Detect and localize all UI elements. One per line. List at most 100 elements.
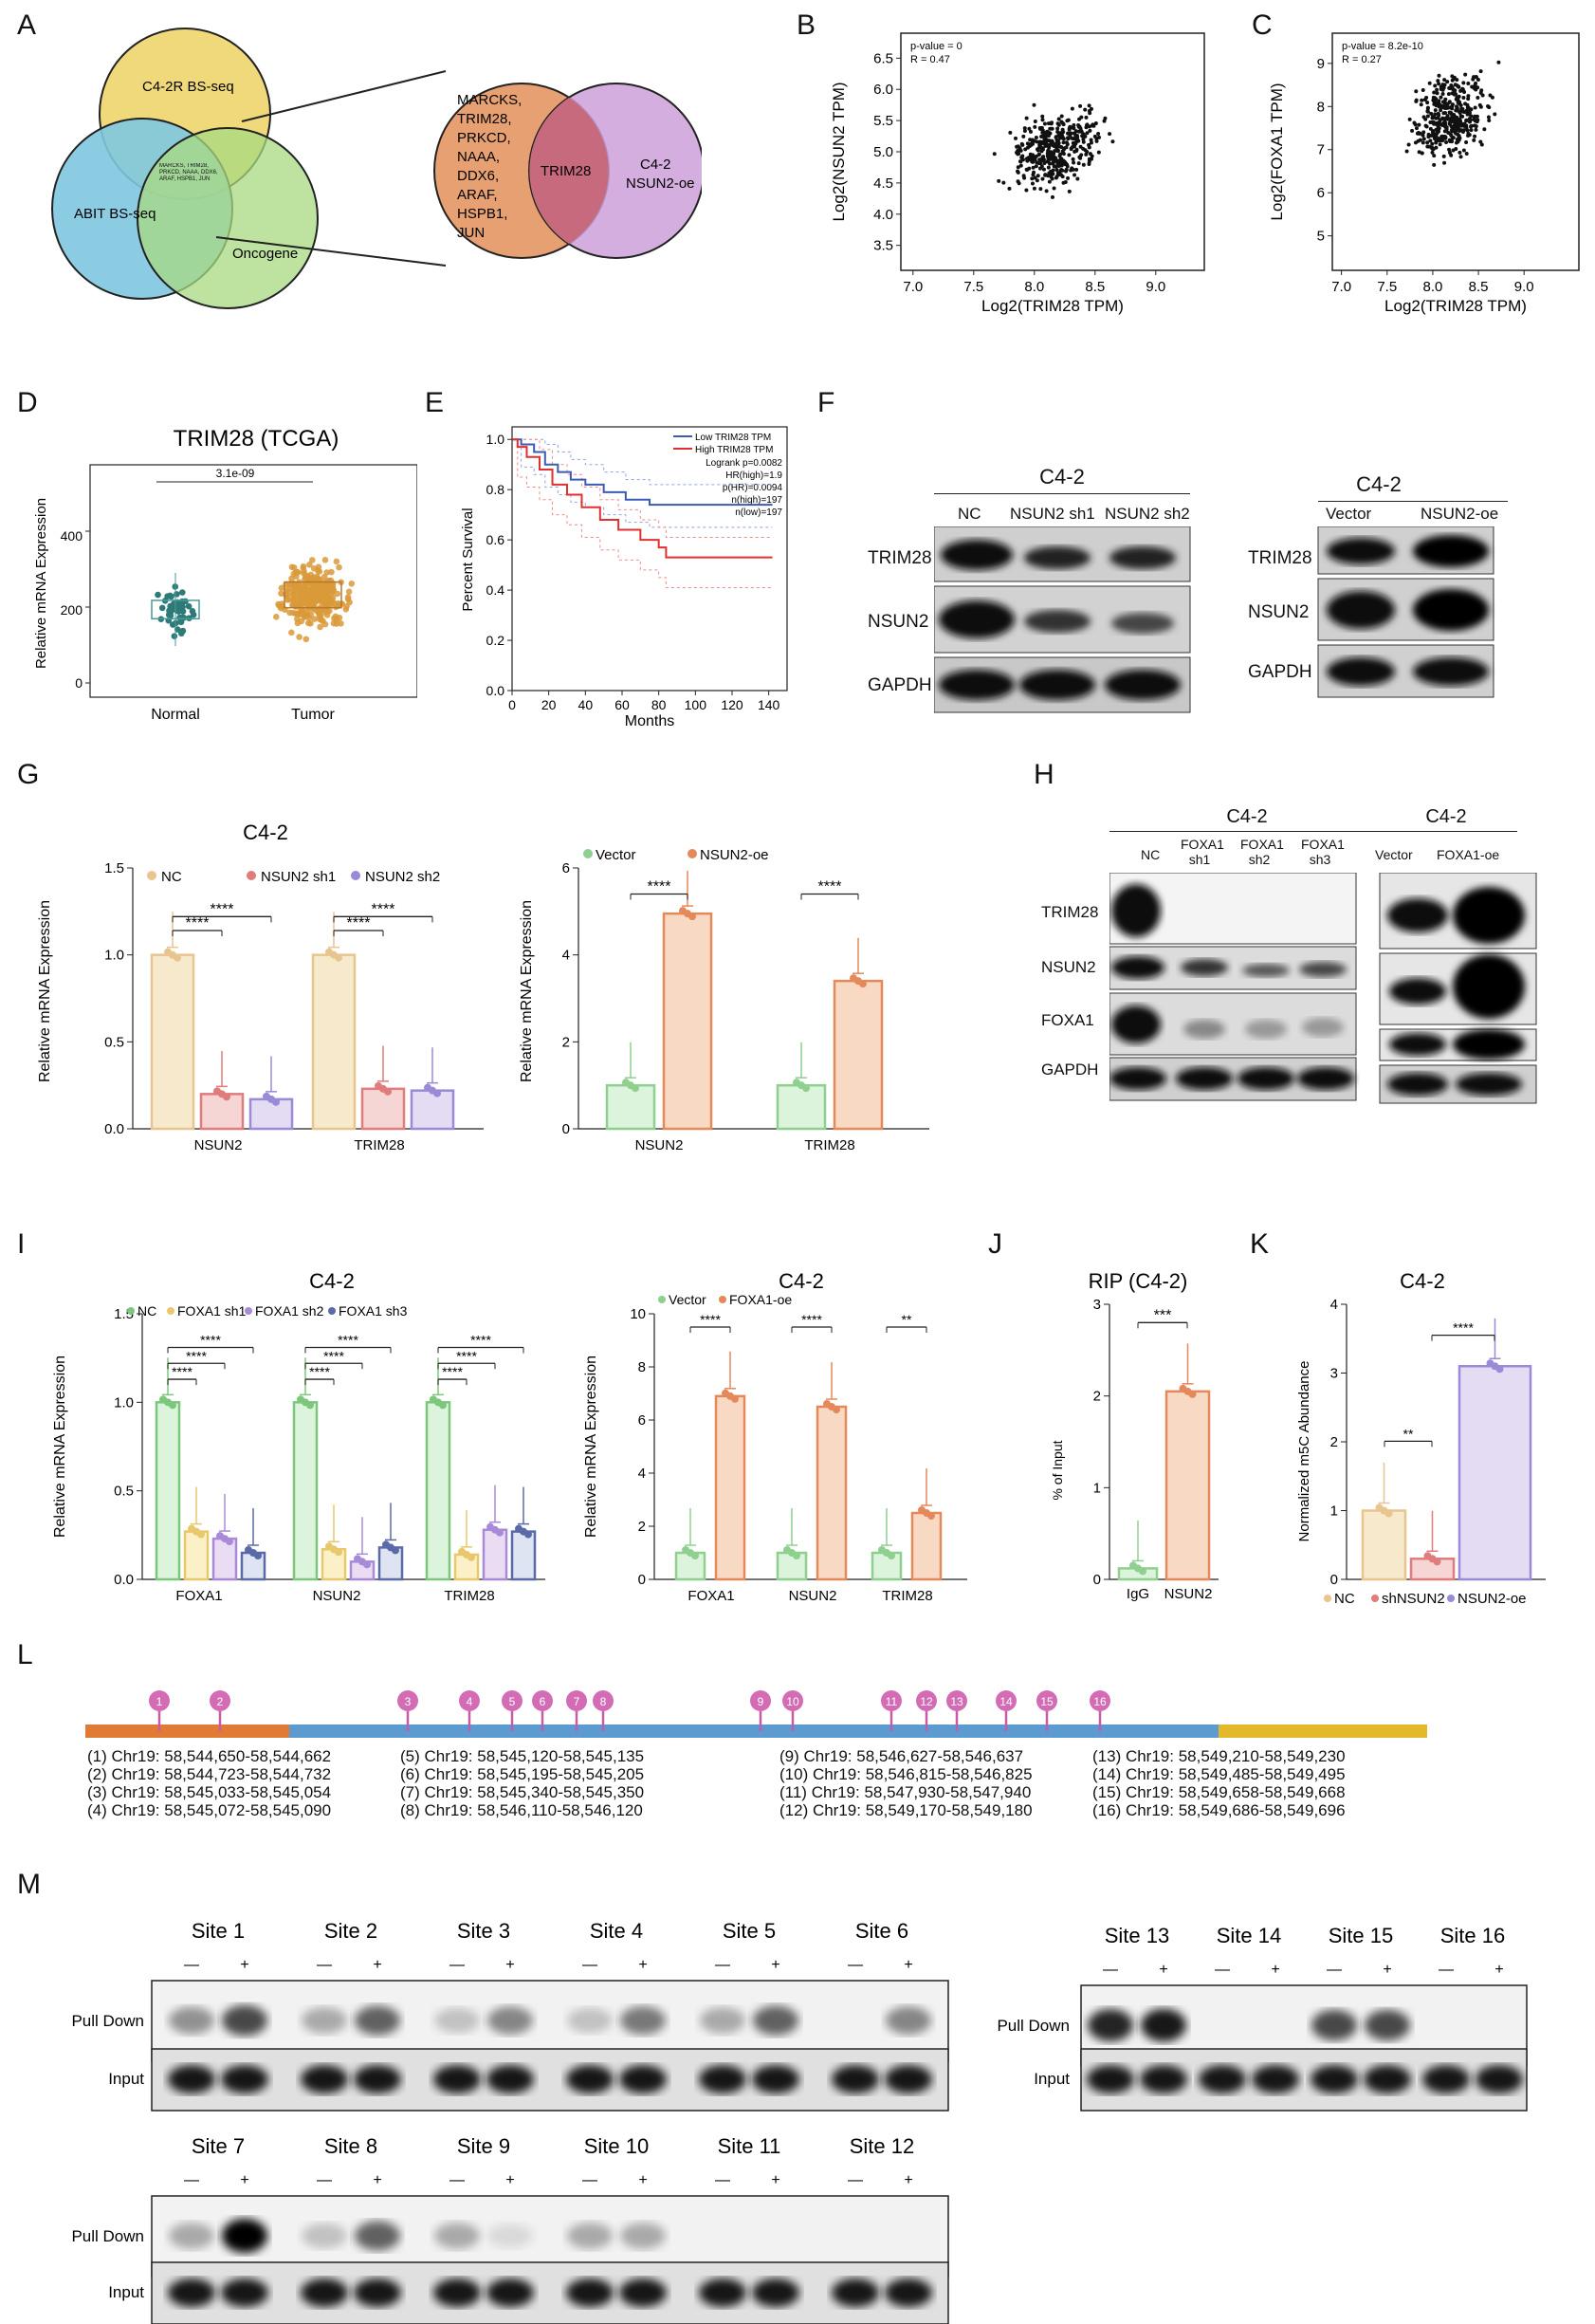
blot-band xyxy=(302,2223,347,2249)
scatter-point xyxy=(1054,175,1058,180)
scatter-point xyxy=(1055,126,1060,131)
box-point xyxy=(278,590,284,597)
scatter-point xyxy=(1427,144,1432,149)
box-point xyxy=(331,599,338,607)
scatter-point xyxy=(1027,126,1032,131)
scatter-point xyxy=(1024,116,1029,120)
bar-dot xyxy=(226,1538,233,1546)
scatter-point xyxy=(1427,81,1432,85)
xtick: 8.5 xyxy=(1085,279,1105,295)
sig-marker: **** xyxy=(818,879,842,895)
blot-band xyxy=(1311,2009,1357,2041)
xtick: 60 xyxy=(614,697,630,712)
scatter-point xyxy=(1066,118,1071,122)
blot-f-col: NC xyxy=(958,505,981,523)
scatter-point xyxy=(1487,118,1492,122)
blot-band xyxy=(355,2221,400,2251)
scatter-point xyxy=(1430,141,1435,146)
scatter-point xyxy=(1425,101,1430,105)
sig-marker: **** xyxy=(1453,1320,1474,1336)
legend-text: FOXA1 sh3 xyxy=(339,1303,408,1319)
scatter-point xyxy=(1442,129,1447,134)
scatter-point xyxy=(1453,83,1458,87)
scatter-point xyxy=(1022,129,1027,134)
legend-marker xyxy=(1371,1595,1379,1602)
site-coordinates: (1) Chr19: 58,544,650-58,544,662 (2) Chr1… xyxy=(87,1747,1453,1823)
scatter-point xyxy=(1047,179,1052,184)
blot-band xyxy=(169,2006,214,2035)
minus-label: — xyxy=(1103,1962,1118,1978)
ytick: 6 xyxy=(638,1412,646,1429)
scatter-point xyxy=(1443,97,1448,101)
scatter-point xyxy=(1442,78,1447,83)
box-point xyxy=(317,623,323,631)
boxplot-d-normal: Normal xyxy=(151,707,200,723)
bar-k-ylabel: Normalized m5C Abundance xyxy=(1296,1361,1312,1542)
xtick: 7.0 xyxy=(1331,279,1351,295)
scatter-point xyxy=(1451,148,1456,153)
scatter-b-ylabel: Log2(NSUN2 TPM) xyxy=(830,82,848,221)
scatter-point xyxy=(1414,126,1419,131)
box-point xyxy=(318,598,324,605)
plus-label: + xyxy=(505,2172,514,2188)
bar-i-group: TRIM28 xyxy=(882,1588,932,1604)
panel-label-m: M xyxy=(17,1869,41,1900)
scatter-point xyxy=(1040,176,1045,181)
bar-g-group: TRIM28 xyxy=(804,1137,854,1153)
ytick: 0.2 xyxy=(486,633,505,648)
scatter-point xyxy=(1458,150,1462,155)
scatter-point xyxy=(1468,118,1473,122)
legend-text: FOXA1 sh1 xyxy=(177,1303,247,1319)
scatter-point xyxy=(1040,118,1045,122)
boxplot-d-ytick: 400 xyxy=(61,528,83,544)
bar-chart-i: C4-2 C4-2 0.00.51.01.5******************… xyxy=(52,1269,967,1604)
scatter-point xyxy=(1021,134,1026,138)
scatter-point xyxy=(1094,138,1099,143)
box-point xyxy=(292,603,300,610)
scatter-point xyxy=(1054,168,1059,173)
xtick: 80 xyxy=(651,697,667,712)
scatter-point xyxy=(1420,151,1424,156)
bar-i-title-left: C4-2 xyxy=(309,1269,355,1293)
ytick: 1.0 xyxy=(486,432,505,447)
site-pin xyxy=(532,1690,553,1711)
site-label: Site 9 xyxy=(457,2134,510,2158)
scatter-point xyxy=(1016,165,1020,170)
bar xyxy=(482,1528,508,1581)
scatter-point xyxy=(1476,95,1480,100)
scatter-point xyxy=(1464,119,1469,123)
ytick: 4 xyxy=(1330,1297,1338,1313)
ytick: 1 xyxy=(1330,1503,1338,1520)
site-coordinate: (16) Chr19: 58,549,686-58,549,696 xyxy=(1092,1801,1346,1819)
bar-dot xyxy=(1433,1558,1441,1566)
blot-band xyxy=(355,2005,400,2036)
scatter-point xyxy=(1472,85,1476,90)
ytick: 5.5 xyxy=(873,113,893,129)
blot-band xyxy=(1364,2065,1411,2093)
scatter-point xyxy=(1425,114,1430,119)
site-pin xyxy=(566,1690,587,1711)
blot-band xyxy=(753,2005,798,2036)
scatter-point xyxy=(1428,138,1433,143)
bar-dot xyxy=(306,1401,314,1410)
scatter-point xyxy=(1040,114,1045,119)
scatter-point xyxy=(1064,167,1069,172)
legend-marker xyxy=(658,1296,666,1303)
sig-marker: **** xyxy=(801,1312,822,1327)
scatter-point xyxy=(1461,81,1466,85)
scatter-point xyxy=(1447,110,1452,115)
scatter-point xyxy=(1444,105,1449,110)
bar-g-group: TRIM28 xyxy=(354,1137,404,1153)
site-label: Site 13 xyxy=(1105,1924,1170,1947)
scatter-point xyxy=(1076,138,1081,143)
blot-f-row: NSUN2 xyxy=(868,612,929,632)
scatter-point xyxy=(1081,146,1086,151)
blot-band xyxy=(566,2278,614,2307)
scatter-point xyxy=(1437,137,1441,141)
xtick: 0 xyxy=(508,697,516,712)
sig-marker: **** xyxy=(211,901,234,917)
bar-j-group: IgG xyxy=(1127,1586,1149,1602)
scatter-point xyxy=(1476,118,1480,122)
sig-marker: **** xyxy=(200,1332,221,1347)
scatter-point xyxy=(1030,138,1035,142)
